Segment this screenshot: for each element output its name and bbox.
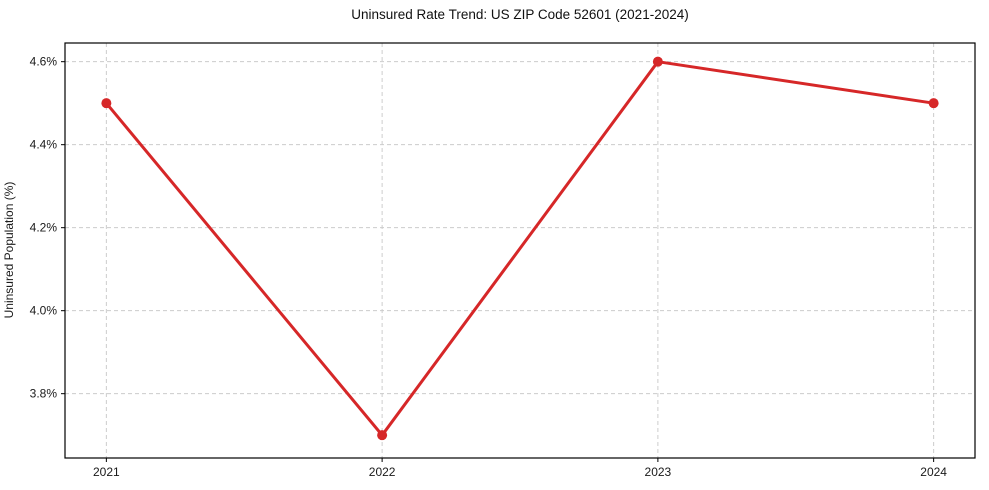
plot-border — [64, 42, 976, 459]
grid-layer — [65, 43, 975, 458]
x-tick-label: 2023 — [645, 465, 672, 479]
trend-line — [104, 60, 936, 437]
series-layer — [101, 56, 939, 441]
data-point — [928, 98, 939, 109]
y-tick-label: 4.0% — [30, 304, 58, 318]
y-tick-label: 3.8% — [30, 387, 58, 401]
data-point — [101, 98, 112, 109]
data-point — [377, 430, 388, 441]
y-axis-label: Uninsured Population (%) — [2, 182, 16, 319]
axis-layer: 3.8% 4.0% 4.2% 4.4% 4.6% 2021 2022 2023 2024 — [30, 42, 976, 479]
x-tick-label: 2022 — [369, 465, 396, 479]
y-tick-label: 4.4% — [30, 138, 58, 152]
y-tick-label: 4.2% — [30, 221, 58, 235]
chart-title: Uninsured Rate Trend: US ZIP Code 52601 … — [351, 7, 689, 22]
y-tick-label: 4.6% — [30, 55, 58, 69]
x-tick-label: 2021 — [93, 465, 120, 479]
x-tick-label: 2024 — [920, 465, 947, 479]
data-point — [652, 56, 663, 67]
